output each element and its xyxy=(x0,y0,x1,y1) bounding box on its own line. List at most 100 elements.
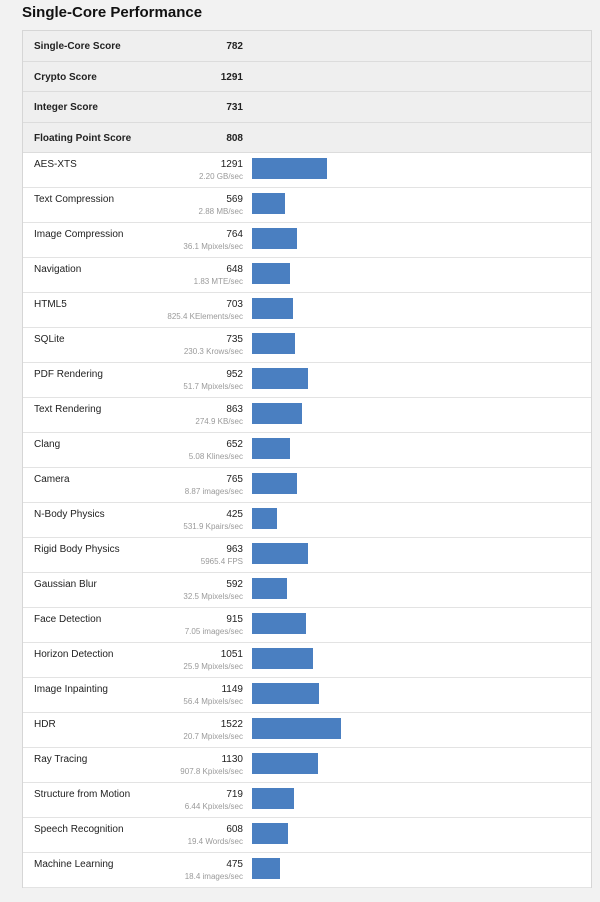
benchmark-row: Machine Learning 475 18.4 images/sec xyxy=(23,853,591,888)
benchmark-name: Camera xyxy=(34,474,70,485)
benchmark-score: 764 xyxy=(226,229,243,240)
benchmark-list: AES-XTS 1291 2.20 GB/sec Text Compression 56… xyxy=(23,153,591,888)
benchmark-score: 425 xyxy=(226,509,243,520)
benchmark-throughput: 51.7 Mpixels/sec xyxy=(183,382,243,391)
benchmark-bar xyxy=(252,753,319,774)
benchmark-score: 1522 xyxy=(220,719,243,730)
benchmark-row: Horizon Detection 1051 25.9 Mpixels/sec xyxy=(23,643,591,678)
benchmark-throughput: 20.7 Mpixels/sec xyxy=(183,732,243,741)
benchmark-throughput: 531.9 Kpairs/sec xyxy=(183,522,243,531)
benchmark-throughput: 6.44 Kpixels/sec xyxy=(184,802,243,811)
benchmark-bar xyxy=(252,368,308,389)
summary-row: Crypto Score 1291 xyxy=(23,61,591,92)
benchmark-row: Text Compression 569 2.88 MB/sec xyxy=(23,188,591,223)
benchmark-name: Text Compression xyxy=(34,194,115,205)
summary-row: Single-Core Score 782 xyxy=(23,31,591,62)
results-panel: Single-Core Score 782 Crypto Score 1291 Inte… xyxy=(22,30,592,888)
benchmark-score: 915 xyxy=(226,614,243,625)
benchmark-score: 608 xyxy=(226,824,243,835)
benchmark-bar xyxy=(252,263,290,284)
benchmark-row: Gaussian Blur 592 32.5 Mpixels/sec xyxy=(23,573,591,608)
benchmark-bar xyxy=(252,403,303,424)
benchmark-throughput: 18.4 images/sec xyxy=(184,872,243,881)
benchmark-score: 735 xyxy=(226,334,243,345)
summary-section: Single-Core Score 782 Crypto Score 1291 Inte… xyxy=(23,31,591,153)
benchmark-score: 765 xyxy=(226,474,243,485)
benchmark-row: Image Inpainting 1149 56.4 Mpixels/sec xyxy=(23,678,591,713)
benchmark-throughput: 1.83 MTE/sec xyxy=(193,277,243,286)
benchmark-row: Structure from Motion 719 6.44 Kpixels/sec xyxy=(23,783,591,818)
benchmark-bar xyxy=(252,648,314,669)
benchmark-name: HTML5 xyxy=(34,299,67,310)
benchmark-row: Clang 652 5.08 Klines/sec xyxy=(23,433,591,468)
benchmark-score: 952 xyxy=(226,369,243,380)
benchmark-bar xyxy=(252,858,280,879)
benchmark-score: 1291 xyxy=(220,159,243,170)
benchmark-name: Navigation xyxy=(34,264,82,275)
benchmark-bar xyxy=(252,683,320,704)
benchmark-name: PDF Rendering xyxy=(34,369,103,380)
benchmark-bar xyxy=(252,193,286,214)
benchmark-bar xyxy=(252,508,277,529)
benchmark-throughput: 7.05 images/sec xyxy=(184,627,243,636)
page-title: Single-Core Performance xyxy=(22,4,203,21)
benchmark-throughput: 825.4 KElements/sec xyxy=(167,312,243,321)
benchmark-bar xyxy=(252,613,306,634)
benchmark-throughput: 25.9 Mpixels/sec xyxy=(183,662,243,671)
benchmark-row: PDF Rendering 952 51.7 Mpixels/sec xyxy=(23,363,591,398)
benchmark-name: N-Body Physics xyxy=(34,509,105,520)
benchmark-name: Image Compression xyxy=(34,229,124,240)
benchmark-row: SQLite 735 230.3 Krows/sec xyxy=(23,328,591,363)
benchmark-bar xyxy=(252,788,295,809)
summary-label: Integer Score xyxy=(34,102,98,113)
benchmark-throughput: 56.4 Mpixels/sec xyxy=(183,697,243,706)
benchmark-name: SQLite xyxy=(34,334,65,345)
benchmark-bar xyxy=(252,298,294,319)
summary-row: Floating Point Score 808 xyxy=(23,122,591,153)
benchmark-score: 963 xyxy=(226,544,243,555)
summary-row: Integer Score 731 xyxy=(23,92,591,123)
benchmark-throughput: 36.1 Mpixels/sec xyxy=(183,242,243,251)
benchmark-row: Speech Recognition 608 19.4 Words/sec xyxy=(23,818,591,853)
benchmark-bar xyxy=(252,158,328,179)
benchmark-throughput: 2.20 GB/sec xyxy=(198,172,243,181)
summary-value: 782 xyxy=(226,41,243,52)
benchmark-bar xyxy=(252,438,291,459)
benchmark-bar xyxy=(252,543,309,564)
summary-label: Floating Point Score xyxy=(34,132,132,144)
benchmark-bar xyxy=(252,823,288,844)
benchmark-throughput: 230.3 Krows/sec xyxy=(183,347,243,356)
benchmark-throughput: 8.87 images/sec xyxy=(184,487,243,496)
benchmark-score: 1149 xyxy=(221,684,243,695)
benchmark-row: N-Body Physics 425 531.9 Kpairs/sec xyxy=(23,503,591,538)
benchmark-name: Clang xyxy=(34,439,61,450)
benchmark-name: Text Rendering xyxy=(34,404,102,415)
benchmark-score: 863 xyxy=(226,404,243,415)
benchmark-row: Rigid Body Physics 963 5965.4 FPS xyxy=(23,538,591,573)
benchmark-name: Gaussian Blur xyxy=(34,579,97,590)
benchmark-row: Camera 765 8.87 images/sec xyxy=(23,468,591,503)
benchmark-name: Ray Tracing xyxy=(34,754,88,765)
benchmark-score: 719 xyxy=(226,789,243,800)
benchmark-throughput: 907.8 Kpixels/sec xyxy=(180,767,243,776)
benchmark-score: 703 xyxy=(226,299,243,310)
benchmark-name: Face Detection xyxy=(34,614,102,625)
benchmark-row: HTML5 703 825.4 KElements/sec xyxy=(23,293,591,328)
summary-value: 1291 xyxy=(220,71,243,83)
summary-label: Single-Core Score xyxy=(34,41,121,52)
benchmark-bar xyxy=(252,228,297,249)
benchmark-bar xyxy=(252,333,295,354)
benchmark-bar xyxy=(252,473,297,494)
benchmark-score: 648 xyxy=(226,264,243,275)
benchmark-score: 1130 xyxy=(221,754,243,765)
benchmark-row: Image Compression 764 36.1 Mpixels/sec xyxy=(23,223,591,258)
benchmark-row: AES-XTS 1291 2.20 GB/sec xyxy=(23,153,591,188)
benchmark-name: AES-XTS xyxy=(34,159,77,170)
benchmark-name: Rigid Body Physics xyxy=(34,544,120,555)
benchmark-throughput: 274.9 KB/sec xyxy=(195,417,243,426)
benchmark-name: Machine Learning xyxy=(34,859,114,870)
benchmark-row: Text Rendering 863 274.9 KB/sec xyxy=(23,398,591,433)
benchmark-score: 592 xyxy=(226,579,243,590)
benchmark-name: Image Inpainting xyxy=(34,684,108,695)
benchmark-name: Horizon Detection xyxy=(34,649,114,660)
